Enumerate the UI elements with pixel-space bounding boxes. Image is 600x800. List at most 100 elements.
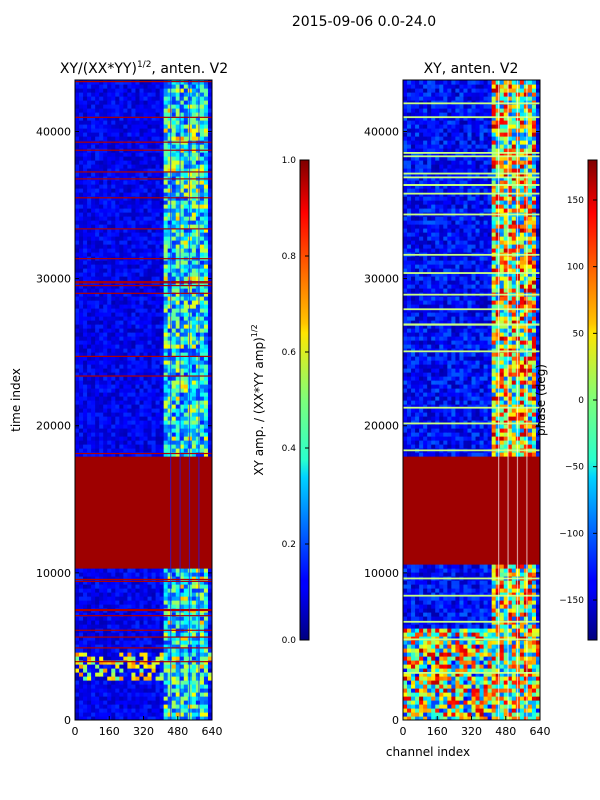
- heatmap-cell: [203, 260, 209, 265]
- heatmap-cell: [179, 400, 185, 405]
- heatmap-cell: [131, 296, 137, 301]
- heatmap-cell: [75, 476, 80, 481]
- heatmap-cell: [171, 288, 177, 293]
- heatmap-cell: [159, 624, 165, 629]
- heatmap-cell: [103, 180, 108, 185]
- heatmap-cell: [115, 668, 120, 673]
- heatmap-cell: [195, 380, 201, 385]
- heatmap-cell: [139, 580, 145, 585]
- heatmap-cell: [139, 380, 145, 385]
- heatmap-cell: [115, 504, 120, 509]
- heatmap-cell: [123, 228, 128, 233]
- heatmap-cell: [199, 380, 205, 385]
- heatmap-cell: [103, 444, 108, 449]
- heatmap-cell: [99, 716, 104, 720]
- heatmap-cell: [183, 532, 189, 537]
- heatmap-cell: [159, 376, 165, 381]
- heatmap-cell: [167, 284, 173, 289]
- heatmap-cell: [147, 324, 153, 329]
- heatmap-cell: [207, 576, 212, 581]
- heatmap-cell: [103, 524, 108, 529]
- heatmap-cell: [123, 188, 128, 193]
- heatmap-cell: [203, 676, 209, 681]
- heatmap-cell: [175, 272, 181, 277]
- heatmap-cell: [99, 188, 104, 193]
- heatmap-cell: [83, 376, 88, 381]
- heatmap-cell: [127, 648, 133, 653]
- heatmap-cell: [99, 520, 104, 525]
- heatmap-cell: [183, 368, 189, 373]
- heatmap-cell: [79, 648, 84, 653]
- heatmap-cell: [115, 544, 120, 549]
- heatmap-cell: [99, 160, 104, 165]
- heatmap-cell: [163, 360, 169, 365]
- heatmap-cell: [203, 272, 209, 277]
- heatmap-cell: [175, 580, 181, 585]
- heatmap-cell: [119, 576, 124, 581]
- heatmap-cell: [79, 248, 84, 253]
- heatmap-cell: [191, 624, 197, 629]
- heatmap-cell: [195, 572, 201, 577]
- heatmap-cell: [87, 492, 92, 497]
- heatmap-cell: [191, 276, 197, 281]
- heatmap-cell: [75, 660, 80, 665]
- heatmap-cell: [175, 712, 181, 717]
- heatmap-cell: [107, 700, 112, 705]
- heatmap-cell: [151, 392, 157, 397]
- heatmap-cell: [135, 656, 141, 661]
- heatmap-cell: [91, 560, 96, 565]
- heatmap-cell: [131, 220, 137, 225]
- heatmap-cell: [131, 456, 137, 461]
- heatmap-cell: [123, 440, 128, 445]
- heatmap-cell: [195, 448, 201, 453]
- heatmap-cell: [163, 236, 169, 241]
- heatmap-cell: [139, 320, 145, 325]
- heatmap-cell: [175, 624, 181, 629]
- heatmap-cell: [111, 464, 116, 469]
- heatmap-cell: [207, 296, 212, 301]
- heatmap-cell: [191, 404, 197, 409]
- heatmap-cell: [91, 564, 96, 569]
- heatmap-cell: [107, 156, 112, 161]
- heatmap-cell: [135, 264, 141, 269]
- heatmap-cell: [95, 264, 100, 269]
- heatmap-cell: [151, 492, 157, 497]
- heatmap-cell: [103, 552, 108, 557]
- heatmap-cell: [207, 516, 212, 521]
- heatmap-cell: [139, 428, 145, 433]
- heatmap-cell: [83, 708, 88, 713]
- heatmap-cell: [99, 368, 104, 373]
- heatmap-cell: [79, 284, 84, 289]
- heatmap-cell: [203, 540, 209, 545]
- heatmap-cell: [131, 536, 137, 541]
- heatmap-cell: [167, 288, 173, 293]
- heatmap-cell: [111, 336, 116, 341]
- heatmap-cell: [87, 592, 92, 597]
- heatmap-cell: [199, 272, 205, 277]
- heatmap-cell: [119, 716, 124, 720]
- heatmap-cell: [119, 396, 124, 401]
- heatmap-cell: [199, 236, 205, 241]
- heatmap-cell: [139, 532, 145, 537]
- heatmap-cell: [107, 264, 112, 269]
- heatmap-cell: [199, 368, 205, 373]
- heatmap-cell: [115, 460, 120, 465]
- heatmap-cell: [187, 648, 193, 653]
- heatmap-cell: [183, 436, 189, 441]
- heatmap-cell: [183, 544, 189, 549]
- heatmap-cell: [167, 268, 173, 273]
- heatmap-cell: [79, 244, 84, 249]
- heatmap-cell: [207, 540, 212, 545]
- heatmap-cell: [203, 448, 209, 453]
- heatmap-cell: [103, 448, 108, 453]
- heatmap-cell: [187, 180, 193, 185]
- heatmap-cell: [191, 672, 197, 677]
- heatmap-cell: [115, 564, 120, 569]
- heatmap-cell: [183, 316, 189, 321]
- heatmap-cell: [207, 480, 212, 485]
- heatmap-cell: [75, 684, 80, 689]
- heatmap-cell: [115, 336, 120, 341]
- heatmap-cell: [135, 528, 141, 533]
- heatmap-cell: [91, 524, 96, 529]
- heatmap-cell: [195, 588, 201, 593]
